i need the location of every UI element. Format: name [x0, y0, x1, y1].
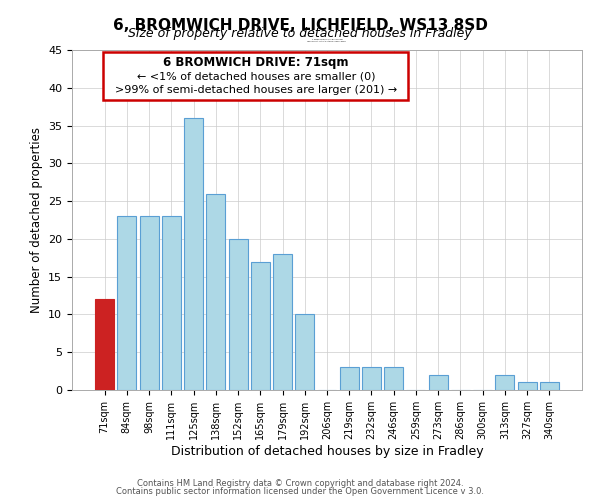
Bar: [540, 382, 559, 390]
X-axis label: Distribution of detached houses by size in Fradley: Distribution of detached houses by size …: [170, 444, 484, 458]
Bar: [95, 300, 114, 390]
Bar: [384, 368, 403, 390]
Text: Contains public sector information licensed under the Open Government Licence v : Contains public sector information licen…: [116, 487, 484, 496]
Bar: [496, 375, 514, 390]
FancyBboxPatch shape: [103, 52, 408, 100]
Bar: [295, 314, 314, 390]
Bar: [162, 216, 181, 390]
Bar: [518, 382, 536, 390]
Bar: [206, 194, 225, 390]
Bar: [184, 118, 203, 390]
Text: ← <1% of detached houses are smaller (0): ← <1% of detached houses are smaller (0): [137, 71, 375, 81]
Title: 6, BROMWICH DRIVE, LICHFIELD, WS13 8SD
Size of property relative to detached hou: 6, BROMWICH DRIVE, LICHFIELD, WS13 8SD S…: [307, 39, 347, 42]
Y-axis label: Number of detached properties: Number of detached properties: [29, 127, 43, 313]
Text: Size of property relative to detached houses in Fradley: Size of property relative to detached ho…: [128, 28, 472, 40]
Text: 6 BROMWICH DRIVE: 71sqm: 6 BROMWICH DRIVE: 71sqm: [163, 56, 349, 69]
Bar: [429, 375, 448, 390]
Bar: [340, 368, 359, 390]
Text: 6, BROMWICH DRIVE, LICHFIELD, WS13 8SD: 6, BROMWICH DRIVE, LICHFIELD, WS13 8SD: [113, 18, 487, 32]
Text: Contains HM Land Registry data © Crown copyright and database right 2024.: Contains HM Land Registry data © Crown c…: [137, 479, 463, 488]
Bar: [251, 262, 270, 390]
Text: >99% of semi-detached houses are larger (201) →: >99% of semi-detached houses are larger …: [115, 85, 397, 95]
Bar: [118, 216, 136, 390]
Bar: [273, 254, 292, 390]
Bar: [229, 239, 248, 390]
Bar: [140, 216, 158, 390]
Bar: [362, 368, 381, 390]
